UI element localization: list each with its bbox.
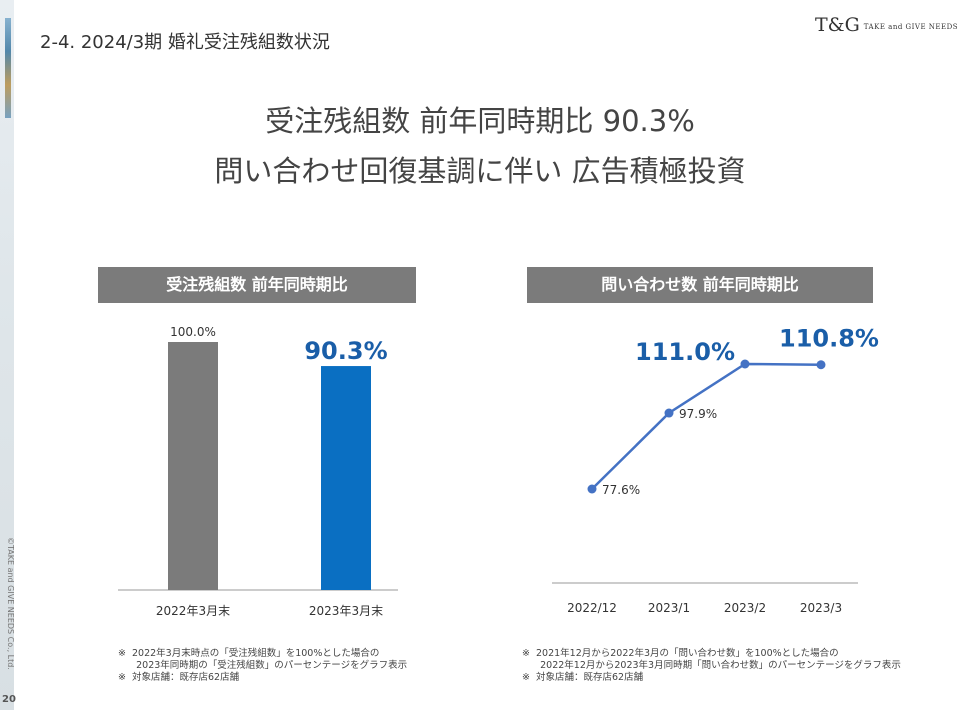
- line-value-label-3: 111.0%: [635, 338, 735, 366]
- left-decor-strip: [0, 0, 14, 710]
- line-category-label-2: 2023/1: [648, 601, 690, 615]
- decor-gradient: [5, 18, 11, 118]
- bar-1: [168, 342, 218, 590]
- bar-value-label-1: 100.0%: [170, 325, 216, 339]
- line-series: [591, 362, 822, 490]
- page-number: 20: [2, 694, 16, 705]
- bar-category-label-2: 2023年3月末: [309, 604, 383, 618]
- line-point-4: [816, 360, 826, 370]
- bar-chart-footnote: ※ 2022年3月末時点の「受注残組数」を100%とした場合の 2023年同時期…: [118, 648, 408, 683]
- line-category-label-1: 2022/12: [567, 601, 617, 615]
- logo-text: TAKE and GIVE NEEDS: [863, 22, 959, 31]
- bar-chart-title: 受注残組数 前年同時期比: [98, 267, 416, 303]
- line-point-2: [664, 408, 674, 418]
- bar-value-label-2: 90.3%: [304, 337, 387, 365]
- bar-category-label-1: 2022年3月末: [156, 604, 230, 618]
- line-point-1: [587, 484, 597, 494]
- headline-line-2: 問い合わせ回復基調に伴い 広告積極投資: [214, 154, 746, 188]
- headline-line-1: 受注残組数 前年同時期比 90.3%: [265, 104, 695, 138]
- bar-2: [321, 366, 371, 590]
- line-point-3: [740, 359, 750, 369]
- line-value-label-4: 110.8%: [779, 325, 879, 353]
- line-category-label-4: 2023/3: [800, 601, 842, 615]
- company-logo: T&G TAKE and GIVE NEEDS: [815, 14, 958, 36]
- line-category-label-3: 2023/2: [724, 601, 766, 615]
- line-value-label-1: 77.6%: [602, 483, 640, 497]
- logo-mark: T&G: [815, 14, 860, 36]
- line-chart-title: 問い合わせ数 前年同時期比: [527, 267, 873, 303]
- line-chart-footnote: ※ 2021年12月から2022年3月の「問い合わせ数」を100%とした場合の …: [522, 648, 901, 683]
- line-value-label-2: 97.9%: [679, 407, 717, 421]
- page-title: 2-4. 2024/3期 婚礼受注残組数状況: [40, 32, 330, 53]
